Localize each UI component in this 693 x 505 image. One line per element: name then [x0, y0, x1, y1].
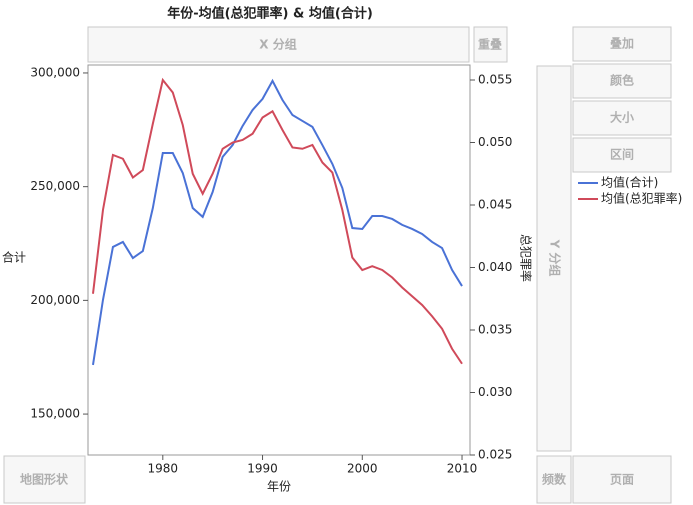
y-axis-label: 合计 [2, 250, 26, 265]
interval-zone[interactable] [572, 137, 672, 173]
map-shape-label[interactable]: 地图形状 [20, 472, 69, 487]
overlap-zone[interactable] [473, 26, 508, 63]
y2-tick-label: 0.045 [478, 198, 512, 212]
x-axis-label: 年份 [267, 480, 291, 494]
overlay-label[interactable]: 叠加 [610, 36, 634, 51]
size-label[interactable]: 大小 [610, 110, 634, 125]
y-tick-label: 200,000 [30, 293, 80, 307]
x-tick-label: 2000 [347, 462, 378, 476]
x-group-zone[interactable] [87, 26, 470, 63]
color-label[interactable]: 颜色 [610, 73, 634, 88]
y-group-zone[interactable] [536, 65, 572, 452]
freq-zone[interactable] [536, 455, 572, 504]
x-tick-label: 2010 [447, 462, 478, 476]
overlap-label[interactable]: 重叠 [478, 37, 502, 52]
legend-label: 均值(总犯罪率) [601, 191, 682, 206]
series-line [91, 77, 463, 365]
map-shape-zone[interactable] [3, 455, 86, 504]
y2-tick-label: 0.040 [478, 260, 512, 274]
overlay-zone[interactable] [572, 26, 672, 62]
size-zone[interactable] [572, 100, 672, 136]
y-tick-label: 250,000 [30, 179, 80, 193]
interval-label[interactable]: 区间 [610, 147, 634, 162]
x-tick-label: 1980 [148, 462, 179, 476]
series-line [91, 78, 463, 366]
y2-axis-label: 总犯罪率 [519, 234, 534, 282]
page-zone[interactable] [572, 455, 672, 504]
x-tick-label: 1990 [247, 462, 278, 476]
legend-label: 均值(合计) [601, 175, 658, 190]
y2-tick-label: 0.035 [478, 323, 512, 337]
chart-title: 年份-均值(总犯罪率) & 均值(合计) [167, 6, 373, 22]
y-tick-label: 300,000 [30, 65, 80, 79]
freq-label[interactable]: 频数 [542, 472, 567, 487]
y2-tick-label: 0.050 [478, 135, 512, 149]
y2-tick-label: 0.025 [478, 448, 512, 462]
page-label[interactable]: 页面 [610, 473, 634, 487]
y2-tick-label: 0.055 [478, 73, 512, 87]
color-zone[interactable] [572, 63, 672, 99]
x-group-label[interactable]: X 分组 [259, 37, 296, 52]
y-group-label[interactable]: Y 分组 [548, 239, 563, 277]
y2-tick-label: 0.030 [478, 385, 512, 399]
y-tick-label: 150,000 [30, 407, 80, 421]
